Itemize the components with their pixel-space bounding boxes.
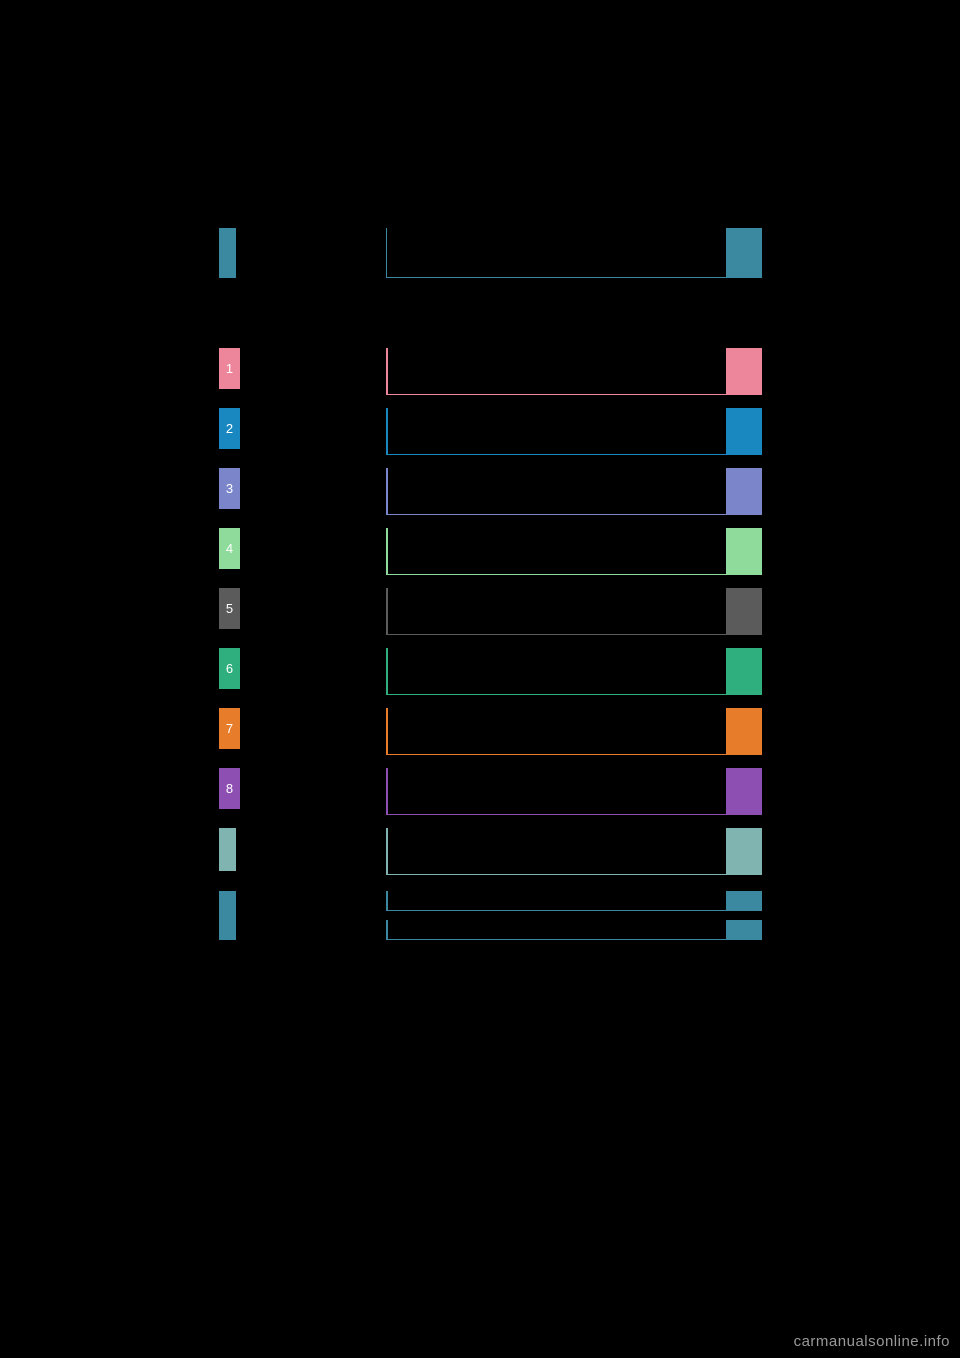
toc-small-right-block	[726, 920, 762, 940]
toc-section-right-block	[726, 768, 762, 815]
toc-section-mid	[386, 648, 726, 695]
toc-section-left-tab: 3	[219, 468, 240, 509]
toc-small-row[interactable]	[219, 920, 762, 942]
toc-section-mid	[386, 348, 726, 395]
toc-section-mid	[386, 588, 726, 635]
toc-section-row[interactable]: 1	[219, 348, 762, 395]
toc-section-row[interactable]: 5	[219, 588, 762, 635]
toc-section-left-tab: 4	[219, 528, 240, 569]
toc-section-right-block	[726, 408, 762, 455]
toc-header-mid	[386, 228, 726, 278]
toc-section-mid	[386, 768, 726, 815]
toc-section-row[interactable]: 2	[219, 408, 762, 455]
watermark-text: carmanualsonline.info	[794, 1333, 950, 1350]
toc-section-row[interactable]: 4	[219, 528, 762, 575]
toc-small-row[interactable]	[219, 891, 762, 913]
toc-section-right-block	[726, 708, 762, 755]
toc-small-mid	[386, 920, 726, 940]
toc-small-mid	[386, 891, 726, 911]
toc-section-row[interactable]: 3	[219, 468, 762, 515]
toc-section-right-block	[726, 828, 762, 875]
toc-section-right-block	[726, 648, 762, 695]
toc-small-left-combined	[219, 891, 236, 940]
toc-section-left-tab	[219, 828, 236, 871]
toc-small-right-block	[726, 891, 762, 911]
toc-section-mid	[386, 828, 726, 875]
toc-section-mid	[386, 708, 726, 755]
toc-section-left-tab: 8	[219, 768, 240, 809]
toc-section-row[interactable]: 7	[219, 708, 762, 755]
toc-section-mid	[386, 408, 726, 455]
toc-section-row[interactable]	[219, 828, 762, 875]
toc-section-right-block	[726, 528, 762, 575]
toc-section-left-tab: 6	[219, 648, 240, 689]
toc-section-left-tab: 2	[219, 408, 240, 449]
toc-section-right-block	[726, 588, 762, 635]
toc-section-row[interactable]: 8	[219, 768, 762, 815]
toc-section-left-tab: 7	[219, 708, 240, 749]
toc-section-row[interactable]: 6	[219, 648, 762, 695]
toc-section-mid	[386, 528, 726, 575]
toc-header-right-block	[726, 228, 762, 278]
toc-header-left-block	[219, 228, 236, 278]
toc-section-right-block	[726, 468, 762, 515]
page: 1 2 3 4 5 6 7 8 carmanualsonline.info	[0, 0, 960, 1358]
toc-header-row	[219, 228, 762, 278]
toc-section-left-tab: 5	[219, 588, 240, 629]
toc-section-mid	[386, 468, 726, 515]
toc-section-left-tab: 1	[219, 348, 240, 389]
toc-section-right-block	[726, 348, 762, 395]
